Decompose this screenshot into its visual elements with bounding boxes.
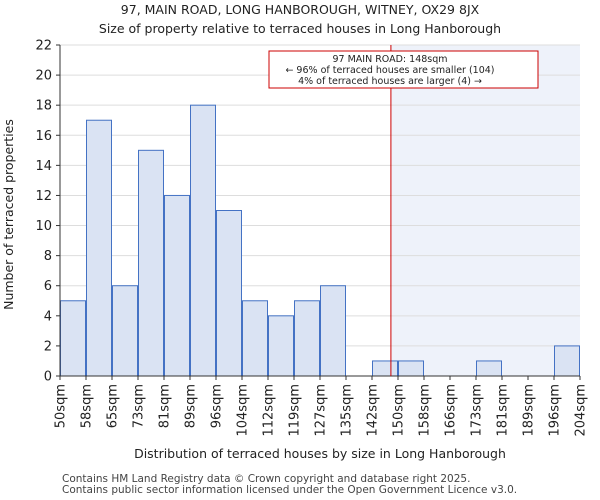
annotation-box [268, 50, 539, 89]
x-tick-label: 50sqm [54, 384, 69, 428]
x-tick-label: 150sqm [392, 384, 407, 437]
x-tick-label: 189sqm [522, 384, 537, 437]
y-tick-label: 14 [35, 159, 52, 174]
histogram-bar [294, 300, 320, 377]
histogram-bar [60, 300, 86, 377]
histogram-bar [164, 194, 190, 377]
histogram-bar [138, 149, 164, 377]
x-tick-label: 204sqm [574, 384, 589, 437]
x-tick-label: 166sqm [444, 384, 459, 437]
annotation-line: ← 96% of terraced houses are smaller (10… [285, 65, 494, 76]
histogram-bar [554, 345, 580, 377]
x-tick-label: 81sqm [158, 384, 173, 428]
histogram-bar [372, 360, 398, 377]
y-tick-label: 2 [44, 339, 52, 354]
footer-line-2: Contains public sector information licen… [62, 484, 518, 496]
x-tick-label: 127sqm [314, 384, 329, 437]
x-tick-label: 112sqm [262, 384, 277, 437]
x-tick-label: 104sqm [236, 384, 251, 437]
chart-title: 97, MAIN ROAD, LONG HANBOROUGH, WITNEY, … [120, 2, 480, 17]
y-tick-label: 10 [35, 219, 52, 234]
x-tick-label: 181sqm [496, 384, 511, 437]
x-tick-label: 73sqm [132, 384, 147, 428]
y-tick-label: 6 [44, 279, 52, 294]
y-axis-title: Number of terraced properties [1, 119, 16, 310]
x-tick-label: 65sqm [106, 384, 121, 428]
highlight-region [390, 45, 580, 376]
y-tick-label: 8 [44, 249, 52, 264]
histogram-bar [112, 285, 138, 377]
x-tick-label: 89sqm [184, 384, 199, 428]
y-tick-label: 4 [44, 309, 52, 324]
y-tick-label: 22 [35, 39, 52, 54]
histogram-bar [320, 285, 346, 377]
y-tick-label: 16 [35, 129, 52, 144]
x-tick-label: 173sqm [470, 384, 485, 437]
x-tick-label: 135sqm [340, 384, 355, 437]
y-tick-label: 20 [35, 69, 52, 84]
x-tick-label: 142sqm [366, 384, 381, 437]
histogram-bar [268, 315, 294, 377]
y-tick-label: 18 [35, 99, 52, 114]
x-tick-label: 119sqm [288, 384, 303, 437]
annotation-line: 97 MAIN ROAD: 148sqm [332, 54, 447, 65]
histogram-bar [86, 119, 112, 377]
histogram-bar [216, 210, 242, 377]
histogram-bar [190, 104, 216, 377]
x-tick-label: 158sqm [418, 384, 433, 437]
histogram-bar [398, 360, 424, 377]
x-tick-label: 196sqm [548, 384, 563, 437]
x-tick-label: 58sqm [80, 384, 95, 428]
histogram-bar [242, 300, 268, 377]
y-tick-label: 12 [35, 189, 52, 204]
chart-subtitle: Size of property relative to terraced ho… [98, 21, 502, 36]
footer-line-1: Contains HM Land Registry data © Crown c… [62, 473, 471, 485]
y-tick-label: 0 [44, 370, 52, 385]
annotation-line: 4% of terraced houses are larger (4) → [298, 76, 482, 87]
x-tick-label: 96sqm [210, 384, 225, 428]
x-axis-title: Distribution of terraced houses by size … [134, 446, 506, 461]
histogram-bar [476, 360, 502, 377]
